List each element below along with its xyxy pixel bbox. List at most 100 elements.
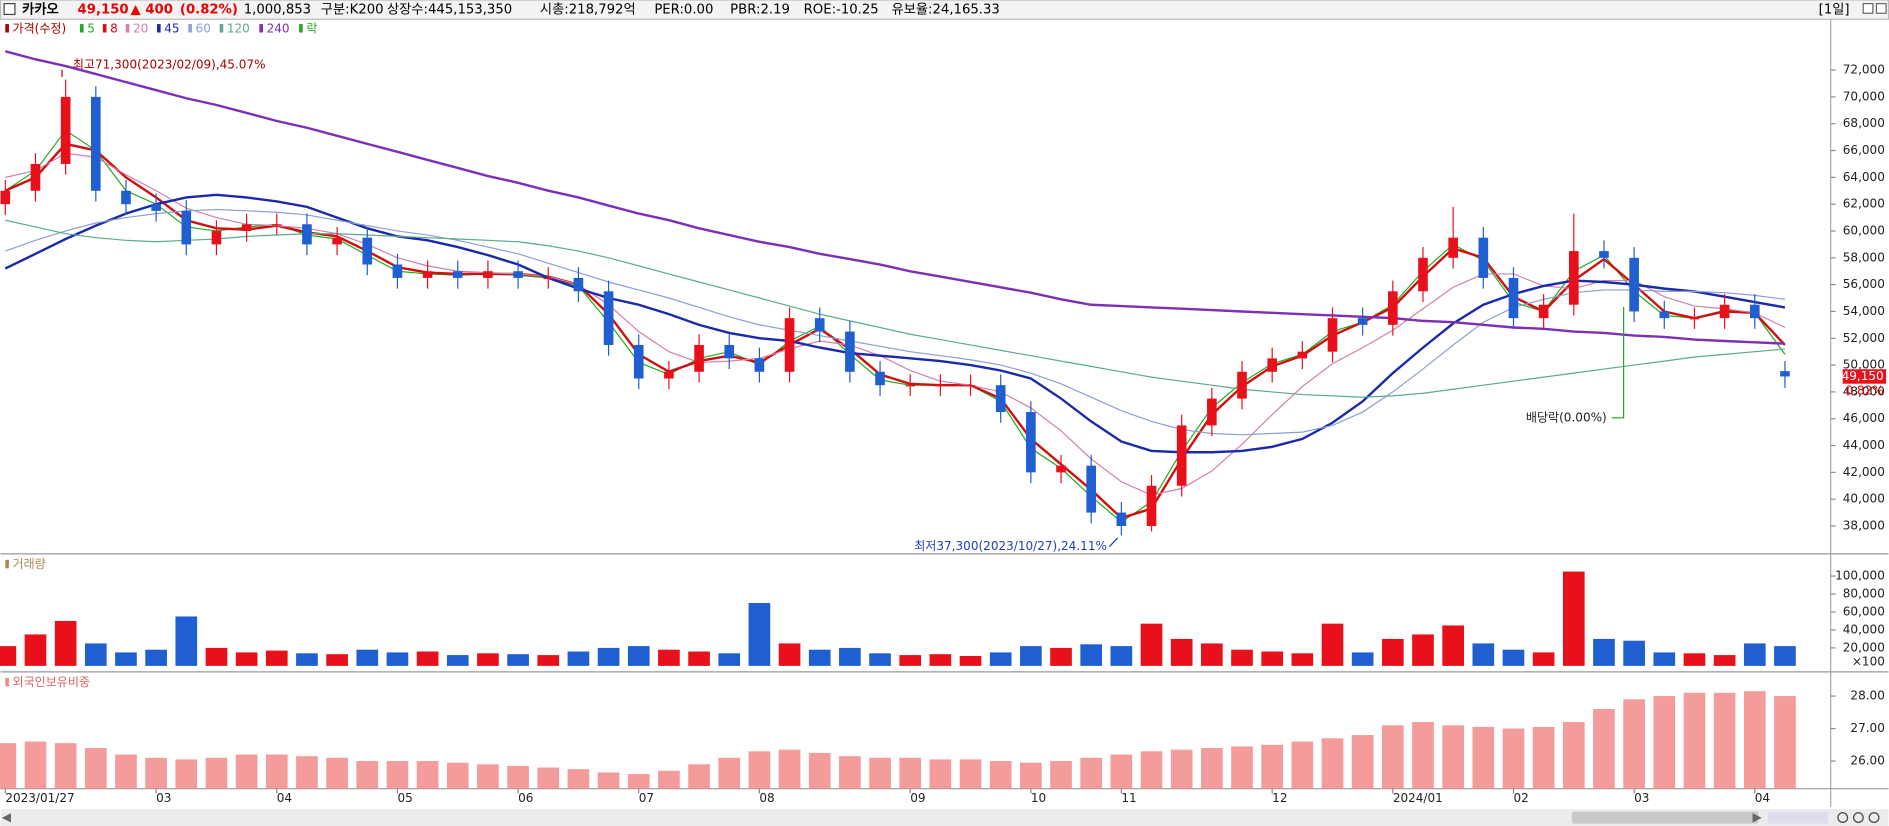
candle-body: [1689, 318, 1700, 320]
bar: [416, 651, 439, 666]
bar: [537, 767, 560, 789]
bar: [235, 652, 258, 666]
price: 49,150: [78, 3, 129, 18]
y-tick-label: 56,000: [1843, 277, 1885, 291]
legend-swatch: [259, 24, 263, 33]
bar: [1774, 646, 1796, 666]
bar: [899, 655, 922, 666]
bar: [265, 650, 288, 666]
bar: [477, 764, 499, 789]
candle-body: [1327, 318, 1338, 352]
bar: [1713, 692, 1736, 789]
bar: [235, 754, 258, 789]
pbr: PBR:2.19: [730, 3, 790, 18]
bar: [115, 652, 137, 666]
window-button[interactable]: [1875, 3, 1887, 14]
bar: [658, 770, 680, 789]
moving-average: [5, 219, 1786, 398]
legend-swatch: [5, 677, 9, 687]
bar: [1140, 623, 1163, 666]
zoom-button[interactable]: [1868, 812, 1880, 823]
bar: [688, 651, 710, 666]
bar: [1351, 652, 1374, 666]
bar: [175, 616, 198, 666]
candle-body: [1538, 304, 1549, 319]
rate-label: 0.82%: [1845, 383, 1883, 397]
candle-body: [30, 163, 41, 191]
candle-body: [422, 271, 433, 278]
zoom-slider[interactable]: [1768, 811, 1829, 824]
candle-body: [1719, 304, 1730, 319]
scroll-thumb[interactable]: [1571, 811, 1759, 824]
legend-label: 20: [133, 21, 148, 35]
moving-average: [4, 193, 1786, 454]
y-tick-label: 66,000: [1843, 143, 1885, 157]
bar: [0, 743, 17, 789]
candle-body: [60, 96, 71, 164]
bar: [1502, 728, 1525, 789]
bar: [1231, 746, 1253, 789]
candle-body: [181, 210, 192, 245]
candle-body: [875, 371, 885, 386]
bar: [84, 748, 107, 789]
legend-swatch: [102, 24, 107, 33]
bar: [115, 754, 137, 789]
candle-body: [1237, 371, 1247, 399]
candle-body: [1508, 277, 1519, 319]
scrollbar[interactable]: [0, 809, 1889, 826]
candle-body: [1026, 412, 1036, 473]
candle-body: [513, 271, 523, 278]
rate: (0.82%): [180, 3, 238, 18]
x-tick-label: 02: [1513, 791, 1528, 805]
bar: [205, 647, 228, 666]
candle-body: [1357, 318, 1368, 325]
candle-body: [1629, 257, 1639, 312]
scroll-left[interactable]: ◀: [2, 810, 12, 824]
bar: [808, 752, 831, 789]
scroll-right[interactable]: ▶: [1752, 810, 1762, 824]
candle-body: [935, 385, 946, 387]
bar: [205, 757, 228, 789]
period[interactable]: [1일]: [1819, 2, 1850, 18]
per: PER:0.00: [654, 3, 713, 18]
zoom-button[interactable]: [1852, 812, 1864, 823]
candle-body: [784, 318, 795, 372]
bar: [1140, 751, 1163, 789]
bar: [537, 655, 560, 666]
y-tick-label: 50,000: [1843, 358, 1885, 372]
bar: [1261, 744, 1284, 789]
y-tick-label: 52,000: [1843, 331, 1885, 345]
candle-body: [1749, 304, 1760, 319]
annotation: 최고71,300(2023/02/09),45.07%: [73, 58, 266, 72]
y-tick-label: 40,000: [1843, 492, 1885, 506]
bar: [54, 620, 77, 666]
bar: [808, 649, 831, 666]
bar: [1110, 754, 1133, 789]
bar: [1261, 651, 1284, 666]
annotation-arrow: [1108, 537, 1119, 548]
x-tick-label: 08: [759, 791, 774, 805]
bar: [1532, 726, 1555, 789]
panel-title: 거래량: [13, 557, 46, 571]
price-tag: [1842, 369, 1887, 384]
candle-body: [151, 204, 161, 211]
y-tick-label: 60,000: [1843, 223, 1885, 237]
candle-body: [573, 277, 584, 292]
candle-body: [664, 371, 674, 379]
bar: [1381, 725, 1404, 789]
bar: [1050, 647, 1072, 666]
window-button[interactable]: [1862, 3, 1874, 14]
candle-body: [1780, 371, 1790, 377]
bar: [839, 756, 861, 789]
bar: [1412, 634, 1434, 666]
bar: [1020, 762, 1042, 789]
y-tick-label: 46,000: [1843, 411, 1885, 425]
bar: [1472, 726, 1495, 789]
bar: [296, 756, 318, 789]
x-tick-label: 04: [1755, 791, 1770, 805]
bar: [869, 757, 891, 789]
y-tick-label: 28.00: [1850, 689, 1884, 703]
checkbox[interactable]: [3, 3, 16, 16]
bar: [839, 647, 861, 666]
zoom-button[interactable]: [1837, 812, 1849, 823]
